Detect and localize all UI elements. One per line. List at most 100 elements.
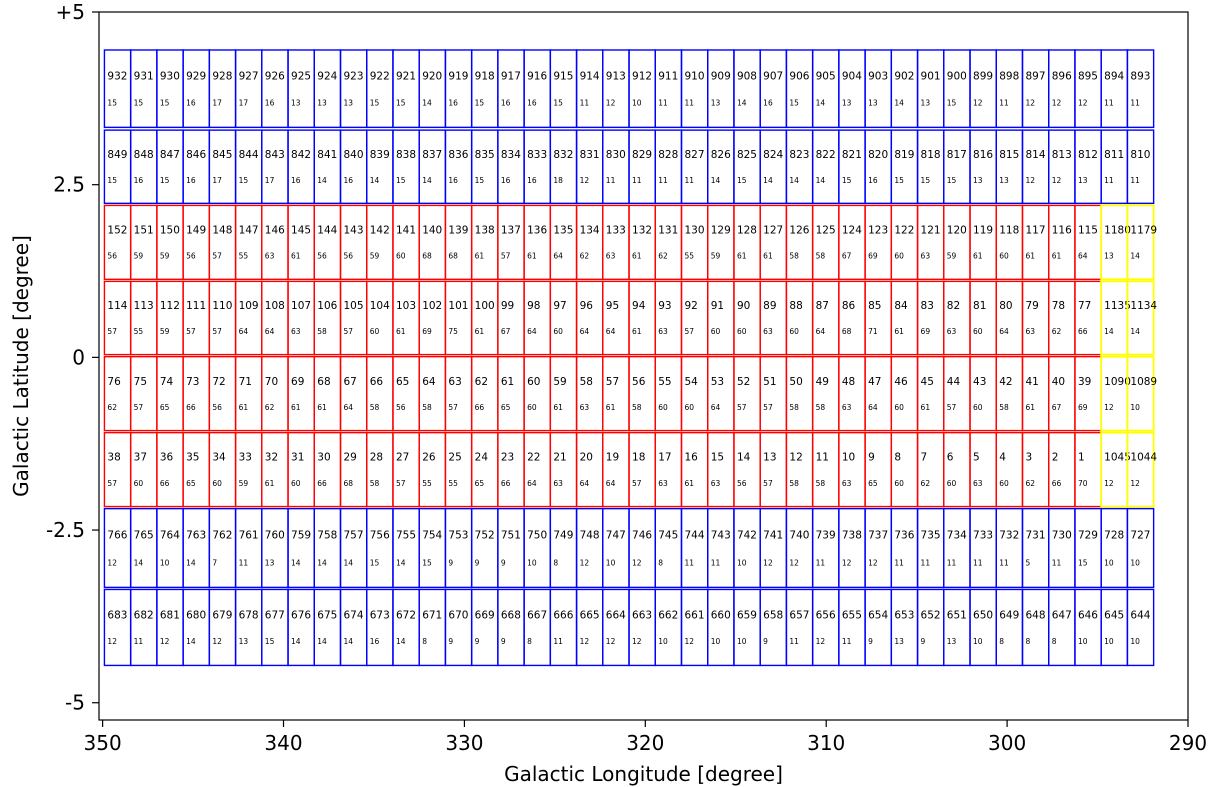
tile-count-label: 66	[1078, 327, 1088, 336]
tile-outline	[418, 129, 447, 205]
tile-outline	[707, 204, 735, 281]
tile-count-label: 15	[396, 176, 406, 185]
tile-count-label: 59	[370, 252, 380, 261]
tile: 114 57	[103, 280, 132, 356]
tile-id-label: 682	[134, 609, 154, 621]
tile-count-label: 60	[684, 403, 694, 412]
tile-id-label: 903	[868, 70, 888, 82]
tile-outline	[1126, 204, 1155, 281]
tile: 124 67	[838, 204, 866, 281]
tile-id-label: 735	[921, 530, 941, 542]
tile-id-label: 8	[894, 452, 901, 464]
tile-outline	[470, 204, 499, 281]
tile-count-label: 59	[134, 252, 144, 261]
tile-outline	[549, 280, 578, 356]
tile-id-label: 18	[632, 452, 645, 464]
tile: 73 66	[182, 355, 211, 432]
tile-id-label: 45	[921, 376, 934, 388]
tile: 12 58	[785, 431, 814, 508]
tile-outline	[838, 431, 866, 508]
tile-count-label: 5	[1025, 558, 1030, 567]
tile-id-label: 46	[894, 376, 908, 388]
tile-outline	[418, 355, 447, 432]
tile: 146 63	[261, 204, 289, 281]
tile-id-label: 924	[317, 70, 337, 82]
tile-count-label: 8	[422, 637, 427, 646]
tile-outline	[864, 129, 893, 205]
tile-outline	[103, 507, 132, 589]
tile-id-label: 54	[684, 376, 698, 388]
tile-count-label: 60	[894, 479, 904, 488]
tile-id-label: 79	[1025, 300, 1038, 312]
tile-id-label: 902	[894, 70, 914, 82]
tile-outline	[261, 280, 289, 356]
tile-outline	[497, 49, 525, 129]
tile-id-label: 105	[343, 300, 363, 312]
tile-outline	[628, 355, 656, 432]
tile: 910 11	[680, 49, 709, 129]
tile-id-label: 760	[265, 530, 285, 542]
tile-outline	[864, 588, 893, 667]
tile-id-label: 121	[921, 224, 941, 236]
tile: 894 11	[1100, 49, 1129, 129]
tile-outline	[366, 204, 394, 281]
tile-count-label: 15	[160, 99, 170, 108]
tile: 140 68	[418, 204, 447, 281]
tile-outline	[1074, 49, 1102, 129]
tile-outline	[523, 588, 552, 667]
tile-count-label: 15	[947, 99, 957, 108]
tile-count-label: 58	[816, 479, 826, 488]
tile-id-label: 128	[737, 224, 757, 236]
tile: 668 9	[497, 588, 525, 667]
tile-count-label: 12	[973, 99, 983, 108]
tile: 113 55	[129, 280, 158, 356]
tile-count-label: 60	[973, 403, 983, 412]
tile-id-label: 76	[107, 376, 121, 388]
tile-id-label: 894	[1104, 70, 1124, 82]
tile-outline	[523, 129, 552, 205]
tile-id-label: 113	[134, 300, 154, 312]
tile: 904 13	[838, 49, 866, 129]
tile: 745 8	[654, 507, 683, 589]
tile-outline	[366, 129, 394, 205]
tile-outline	[366, 355, 394, 432]
tile-outline	[234, 204, 263, 281]
tile-id-label: 101	[448, 300, 468, 312]
tile-id-label: 928	[212, 70, 232, 82]
tile-count-label: 16	[343, 176, 353, 185]
tile: 755 14	[392, 507, 420, 589]
tile: 50 58	[785, 355, 814, 432]
tile-id-label: 140	[422, 224, 442, 236]
tile-outline	[444, 355, 473, 432]
tile: 665 12	[575, 588, 604, 667]
tile-outline	[339, 588, 368, 667]
tile: 848 16	[129, 129, 158, 205]
tile-count-label: 56	[737, 479, 747, 488]
tile-count-label: 64	[527, 327, 537, 336]
tile-count-label: 60	[370, 327, 380, 336]
tile-outline	[313, 280, 342, 356]
tile-count-label: 11	[632, 176, 642, 185]
tile-outline	[444, 129, 473, 205]
tile-id-label: 679	[212, 609, 232, 621]
tile-count-label: 11	[134, 637, 144, 646]
tile-outline	[628, 507, 656, 589]
tile: 42 58	[995, 355, 1024, 432]
tile-outline	[392, 49, 420, 129]
tile-id-label: 65	[396, 376, 409, 388]
tile-count-label: 11	[999, 558, 1009, 567]
tile-outline	[1021, 431, 1050, 508]
tile-outline	[261, 507, 289, 589]
tile-count-label: 15	[894, 176, 904, 185]
tile-outline	[785, 588, 814, 667]
tile-id-label: 139	[448, 224, 468, 236]
tile-id-label: 905	[816, 70, 836, 82]
tile: 138 61	[470, 204, 499, 281]
tile-outline	[969, 280, 997, 356]
tile-count-label: 61	[475, 252, 485, 261]
tile: 31 60	[287, 431, 315, 508]
tile-count-label: 61	[632, 252, 642, 261]
tile-count-label: 13	[1104, 252, 1114, 261]
tile-count-label: 59	[160, 252, 170, 261]
